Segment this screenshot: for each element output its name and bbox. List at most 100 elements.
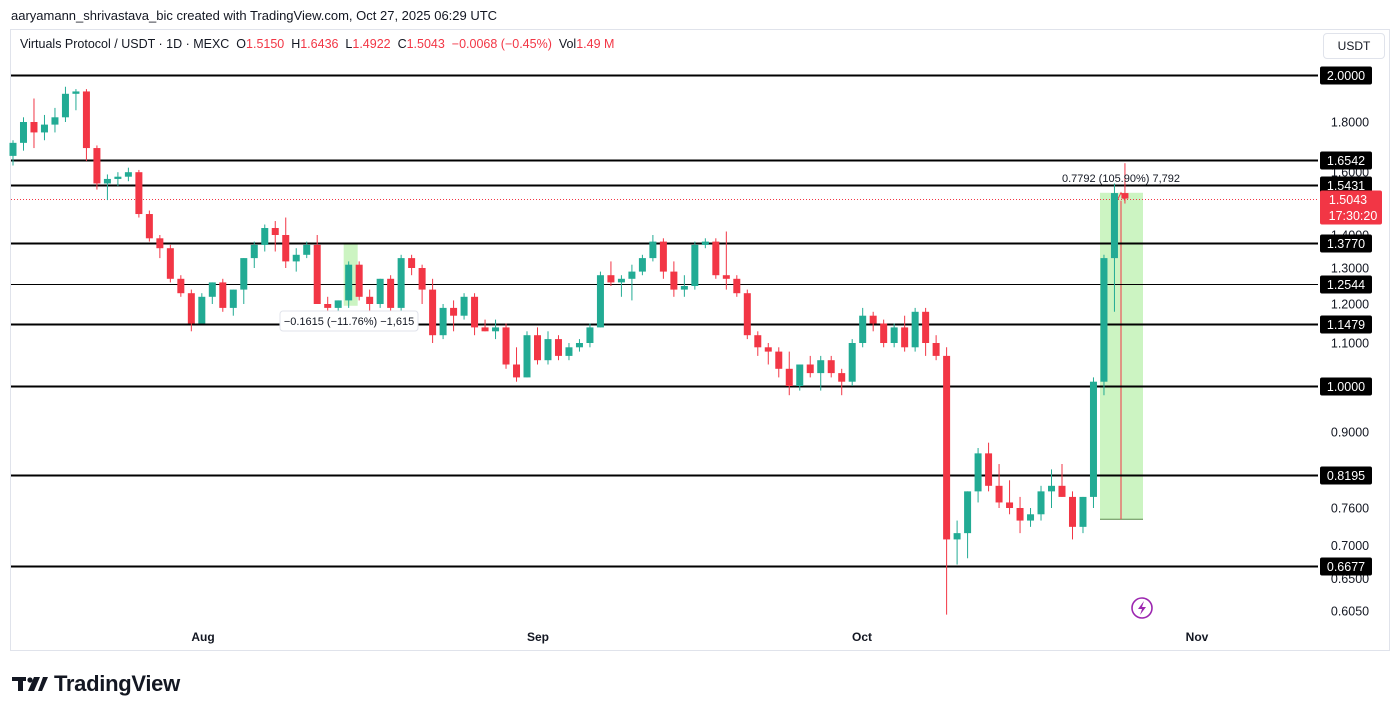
candle-body [303,244,311,255]
candle-body [166,248,174,279]
y-tick-label: 1.8000 [1331,116,1369,130]
symbol-legend[interactable]: Virtuals Protocol / USDT · 1D · MEXC O 1.… [20,37,614,51]
level-price-label: 0.6677 [1327,560,1365,574]
x-tick-label: Aug [191,630,214,644]
candle-body [596,275,604,328]
candle-body [922,311,930,343]
candle-body [953,533,961,540]
y-tick-label: 0.6050 [1331,605,1369,619]
candle-body [670,271,678,290]
close-value: 1.5043 [406,37,445,51]
candle-body [701,241,709,245]
x-tick-label: Oct [852,630,872,644]
candle-body [72,91,80,94]
y-tick-label: 0.9000 [1331,426,1369,440]
candle-body [261,228,269,245]
candle-body [219,282,227,308]
level-price-tag [1320,377,1372,396]
y-tick-label: 1.3000 [1331,262,1369,276]
candle-body [114,176,122,179]
low-label: L [345,37,353,51]
tradingview-logo-icon [12,677,48,691]
candle-body [103,178,111,184]
candle-body [324,304,332,308]
candle-body [775,351,783,369]
currency-button[interactable]: USDT [1323,33,1385,59]
countdown-label: 17:30:20 [1329,209,1378,223]
candle-body [754,335,762,348]
candle-body [985,453,993,486]
candle-body [471,296,479,328]
last-price-label: 1.5043 [1329,193,1367,207]
footer-brand: TradingView [12,671,180,697]
brand-name: TradingView [54,671,180,696]
candle-body [61,93,69,118]
candle-body [1100,258,1108,382]
candle-body [82,91,90,149]
chart-attribution: aaryamann_shrivastava_bic created with T… [11,8,498,23]
candle-body [817,360,825,374]
candle-body [450,307,458,316]
candle-body [1048,485,1056,492]
candle-body [943,355,951,540]
y-tick-label: 0.6500 [1331,572,1369,586]
y-tick-label: 0.7000 [1331,539,1369,553]
close-label: C [397,37,407,51]
level-price-label: 0.8195 [1327,469,1365,483]
open-label: O [236,37,247,51]
candle-body [649,241,657,259]
candle-body [19,122,27,143]
candle-body [376,278,384,304]
candle-body [1037,491,1045,515]
level-price-tag [1320,176,1372,195]
level-price-label: 1.5431 [1327,179,1365,193]
candle-body [565,347,573,356]
candle-body [680,286,688,290]
candle-body [607,275,615,283]
candle-body [429,289,437,336]
candle-body [932,343,940,356]
candle-body [638,258,646,272]
candle-body [187,293,195,324]
candle-body [355,264,363,297]
measure-label: −0.1615 (−11.76%) −1,615 [284,316,414,328]
level-price-tag [1320,275,1372,294]
candle-body [838,373,846,382]
candle-body [177,278,185,294]
candle-body [124,172,132,177]
candle-body [502,327,510,365]
candle-body [617,278,625,283]
candle-body [397,258,405,308]
candle-body [271,228,279,235]
candle-body [418,268,426,290]
candle-body [733,278,741,294]
candle-body [292,254,300,262]
level-price-tag [1320,557,1372,576]
candle-body [880,323,888,343]
level-price-tag [1320,466,1372,485]
candle-body [51,117,59,125]
candle-body [691,244,699,286]
candle-body [901,327,909,348]
candle-body [387,278,395,308]
candle-body [712,241,720,276]
candle-body [366,296,374,304]
x-tick-label: Sep [527,630,549,644]
candle-body [869,315,877,324]
level-price-tag [1320,234,1372,253]
x-tick-label: Nov [1186,630,1209,644]
candle-body [1079,496,1087,527]
y-tick-label: 0.7600 [1331,502,1369,516]
symbol-name[interactable]: Virtuals Protocol / USDT · 1D · MEXC [20,37,230,51]
level-price-tag [1320,151,1372,170]
candle-body [1089,381,1097,497]
candle-body [345,264,353,301]
candle-body [1068,496,1076,527]
candle-body [974,453,982,492]
candle-body [890,327,898,343]
candle-body [827,360,835,374]
candle-body [208,282,216,297]
candle-body [1110,193,1118,259]
candle-body [240,258,248,290]
